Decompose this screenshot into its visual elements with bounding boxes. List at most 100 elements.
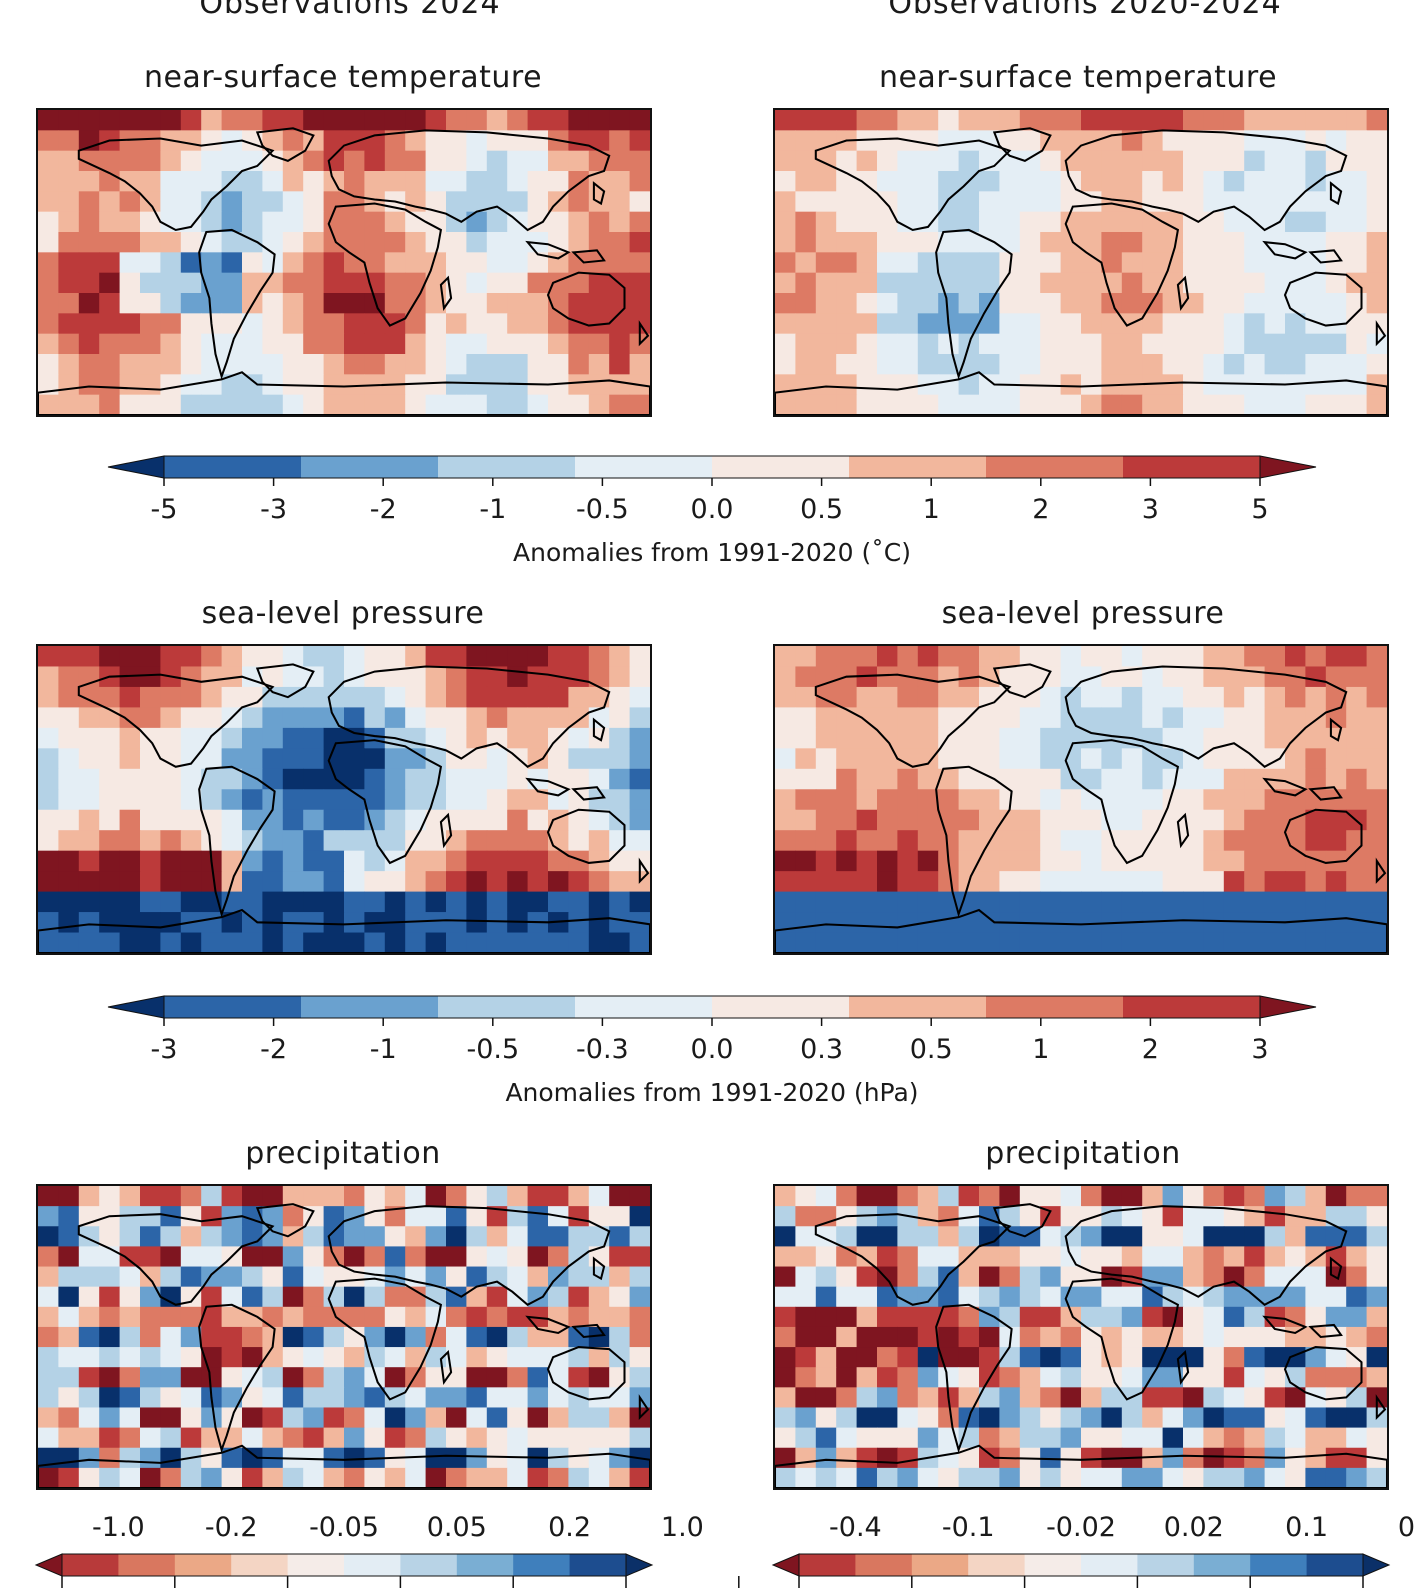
colorbar-swatch [1081,1554,1138,1576]
colorbar-swatch [438,996,576,1018]
coastlines [38,1203,650,1488]
colorbar-tick-label: -0.3 [576,1034,629,1065]
colorbar-swatch [344,1554,401,1576]
colorbar-tick-label: 2 [1032,494,1050,525]
colorbar-title: Anomalies from 1991-2020 (hPa) [505,1078,919,1107]
map-pressure-2020-2024 [773,644,1389,955]
colorbar-swatch [911,1554,969,1576]
colorbar-swatch [575,456,713,478]
column-title-2020-2024: Observations 2020-2024 [888,0,1282,21]
colorbar-swatch [513,1554,571,1576]
colorbar-arrow-low [107,995,165,1019]
panel-title-pressure-2024: sea-level pressure [201,596,485,631]
colorbar-temperature: -5 -3 -2 -1 -0.5 0.0 0.5 1 2 3 5 Anomalies from 199… [107,455,1317,576]
anomaly-field [775,110,1387,415]
colorbar-swatch [1193,1554,1251,1576]
panel-title-precip-2024: precipitation [245,1136,441,1171]
panel-title-precip-2020-2024: precipitation [985,1136,1181,1171]
colorbar-tick-label: 2 [1141,1034,1159,1065]
colorbar-swatch [1250,1554,1308,1576]
colorbar-arrow-high [1259,995,1317,1019]
colorbar-swatch [118,1554,176,1576]
colorbar-tick-label: -1 [369,1034,397,1065]
colorbar-tick-label: -0.5 [466,1034,520,1065]
colorbar-tick-label: 5 [1251,494,1269,525]
colorbar-swatch [164,456,302,478]
colorbar-arrow-high [1362,1553,1391,1577]
panel-title-temperature-2020-2024: near-surface temperature [878,60,1278,95]
colorbar-arrow-high [1259,455,1317,479]
colorbar-tick-label: -3 [260,494,288,525]
colorbar-tick-label: 0.2 [548,1512,592,1543]
coastlines [38,663,650,953]
coastlines [38,127,650,415]
colorbar-swatch [301,996,439,1018]
map-temperature-2020-2024 [773,108,1389,417]
colorbar-tick-label: 0.05 [426,1512,487,1543]
colorbar-swatch [986,996,1124,1018]
colorbar-swatch [400,1554,458,1576]
colorbar-swatch [986,456,1124,478]
colorbar-swatch [968,1554,1026,1576]
colorbar-arrow-low [107,455,165,479]
colorbar-swatch [1306,1554,1364,1576]
colorbar-tick-label: -3 [150,1034,178,1065]
colorbar-tick-label: -0.05 [309,1512,379,1543]
colorbar-swatch [287,1554,345,1576]
colorbar-tick-label: -2 [369,494,397,525]
colorbar-swatch [1123,996,1261,1018]
colorbar-tick-label: -0.02 [1046,1512,1116,1543]
colorbar-tick-label: 0.4 [1397,1512,1416,1543]
colorbar-tick-label: -0.5 [576,494,629,525]
colorbar-tick-label: -0.2 [204,1512,258,1543]
colorbar-tick-label: 0.02 [1163,1512,1224,1543]
colorbar-tick-label: -1 [479,494,507,525]
anomaly-field [38,110,650,415]
colorbar-swatch [164,996,302,1018]
anomaly-field [38,1186,650,1488]
colorbar-tick-label: 0.5 [909,1034,953,1065]
coastlines [775,127,1387,415]
colorbar-swatch [799,1554,856,1576]
colorbar-swatch [231,1554,289,1576]
panel-title-temperature-2024: near-surface temperature [143,60,543,95]
colorbar-swatch [438,456,576,478]
colorbar-swatch [849,456,987,478]
anomaly-field [775,646,1387,953]
colorbar-swatch [456,1554,514,1576]
colorbar-tick-label: 0.5 [800,494,844,525]
colorbar-tick-label: -5 [150,494,178,525]
colorbar-tick-label: -0.1 [941,1512,995,1543]
map-precip-2020-2024 [773,1184,1389,1490]
colorbar-tick-label: -0.4 [829,1512,882,1543]
colorbar-swatch [575,996,713,1018]
colorbar-tick-label: 1 [922,494,940,525]
panel-title-pressure-2020-2024: sea-level pressure [941,596,1225,631]
anomaly-field [775,1186,1387,1488]
colorbar-tick-label: 3 [1251,1034,1269,1065]
colorbar-swatch [712,996,850,1018]
colorbar-tick-label: 0.0 [690,494,734,525]
colorbar-swatch [569,1554,627,1576]
colorbar-pressure: -3 -2 -1 -0.5 -0.3 0.0 0.3 0.5 1 2 3 Anomalies from… [107,995,1317,1116]
colorbar-tick-label: -1.0 [92,1512,145,1543]
colorbar-swatch [62,1554,119,1576]
colorbar-swatch [849,996,987,1018]
coastlines [775,1203,1387,1488]
colorbar-swatch [174,1554,232,1576]
colorbar-swatch [301,456,439,478]
colorbar-swatch [1137,1554,1195,1576]
map-temperature-2024 [36,108,652,417]
colorbar-precip-2020-2024: -0.4 -0.1 -0.02 0.02 0.1 0.4 [771,1512,1416,1594]
coastlines [775,663,1387,953]
colorbar-tick-label: 1 [1032,1034,1050,1065]
colorbar-tick-label: 0.0 [690,1034,734,1065]
colorbar-tick-label: 1.0 [660,1512,704,1543]
colorbar-arrow-low [34,1553,63,1577]
colorbar-tick-label: 0.3 [800,1034,844,1065]
map-pressure-2024 [36,644,652,955]
colorbar-tick-label: 0.1 [1285,1512,1329,1543]
colorbar-tick-label: 3 [1141,494,1159,525]
column-title-2024: Observations 2024 [199,0,501,21]
colorbar-arrow-high [625,1553,654,1577]
